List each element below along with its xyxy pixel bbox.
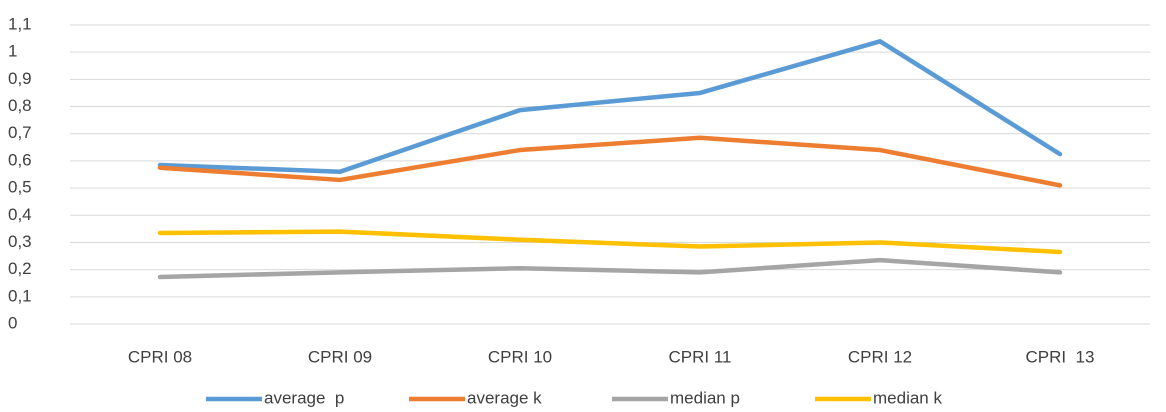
legend-label: median p xyxy=(670,388,740,407)
y-tick-label: 0,9 xyxy=(8,69,32,88)
line-series xyxy=(157,257,1063,280)
x-tick-label: CPRI 10 xyxy=(488,347,552,366)
x-tick-label: CPRI 13 xyxy=(1026,347,1095,366)
y-tick-label: 0,4 xyxy=(8,205,32,224)
y-tick-label: 1,1 xyxy=(8,14,32,33)
y-tick-label: 0,3 xyxy=(8,232,32,251)
y-tick-label: 0,5 xyxy=(8,178,32,197)
y-tick-label: 0 xyxy=(8,313,17,332)
x-tick-label: CPRI 09 xyxy=(308,347,372,366)
x-tick-label: CPRI 11 xyxy=(669,347,732,366)
line-series xyxy=(157,39,1063,175)
line-series xyxy=(157,135,1063,188)
line-series xyxy=(157,229,1063,255)
legend-label: average k xyxy=(467,388,542,407)
x-tick-label: CPRI 08 xyxy=(128,347,192,366)
y-tick-label: 1 xyxy=(8,42,17,61)
y-tick-label: 0,2 xyxy=(8,259,32,278)
legend-label: median k xyxy=(873,388,942,407)
y-tick-label: 0,8 xyxy=(8,96,32,115)
y-tick-label: 0,6 xyxy=(8,150,32,169)
legend-label: average p xyxy=(264,388,344,407)
y-tick-label: 0,7 xyxy=(8,123,32,142)
y-tick-label: 0,1 xyxy=(8,286,32,305)
x-tick-label: CPRI 12 xyxy=(848,347,912,366)
